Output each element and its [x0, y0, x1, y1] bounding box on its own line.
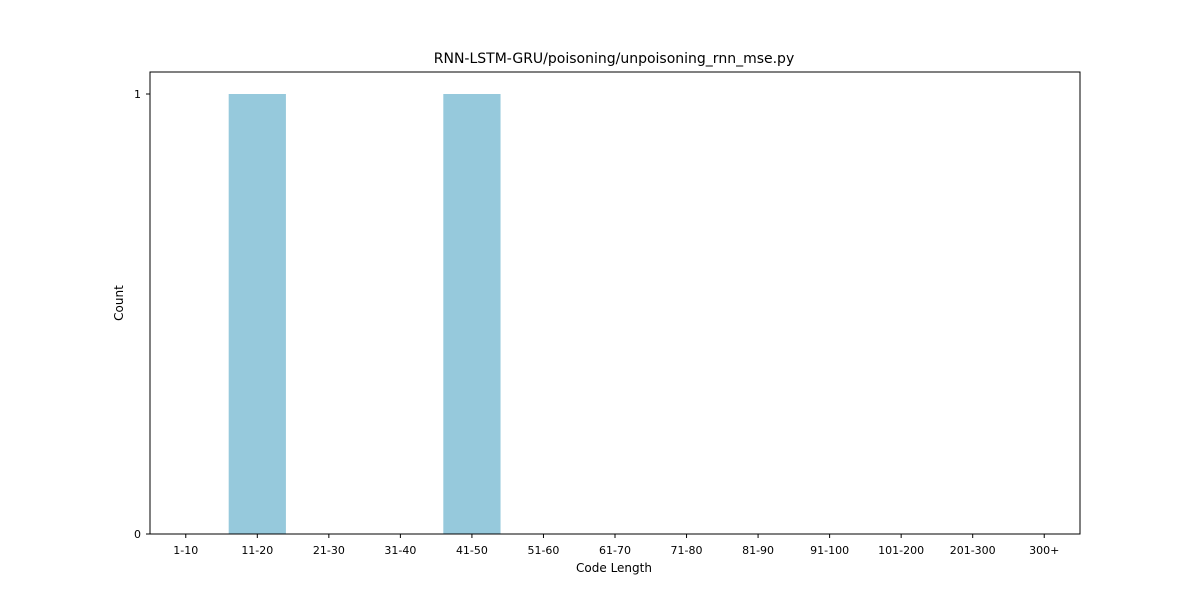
- x-tick-label-91-100: 91-100: [810, 544, 849, 557]
- x-tick-label-81-90: 81-90: [742, 544, 774, 557]
- x-tick-label-21-30: 21-30: [313, 544, 345, 557]
- x-tick-label-1-10: 1-10: [173, 544, 198, 557]
- x-tick-label-11-20: 11-20: [241, 544, 273, 557]
- y-axis-label: Count: [112, 285, 126, 321]
- x-tick-label-51-60: 51-60: [527, 544, 559, 557]
- x-tick-label-41-50: 41-50: [456, 544, 488, 557]
- y-tick-label-1: 1: [134, 88, 141, 101]
- x-tick-label-31-40: 31-40: [384, 544, 416, 557]
- bar-41-50: [443, 94, 501, 534]
- x-tick-label-201-300: 201-300: [950, 544, 996, 557]
- x-axis-label: Code Length: [576, 561, 652, 575]
- y-tick-label-0: 0: [134, 528, 141, 541]
- bar-11-20: [228, 94, 286, 534]
- plot-frame: [149, 71, 1081, 535]
- x-tick-label-61-70: 61-70: [599, 544, 631, 557]
- x-tick-label-71-80: 71-80: [671, 544, 703, 557]
- plot-area: 1-10 11-20 21-30 31-40 41-50 51-60 61-70 71-80 8…: [134, 71, 1081, 557]
- x-tick-label-101-200: 101-200: [878, 544, 924, 557]
- x-tick-label-300+: 300+: [1029, 544, 1059, 557]
- chart-title: RNN-LSTM-GRU/poisoning/unpoisoning_rnn_m…: [434, 51, 794, 67]
